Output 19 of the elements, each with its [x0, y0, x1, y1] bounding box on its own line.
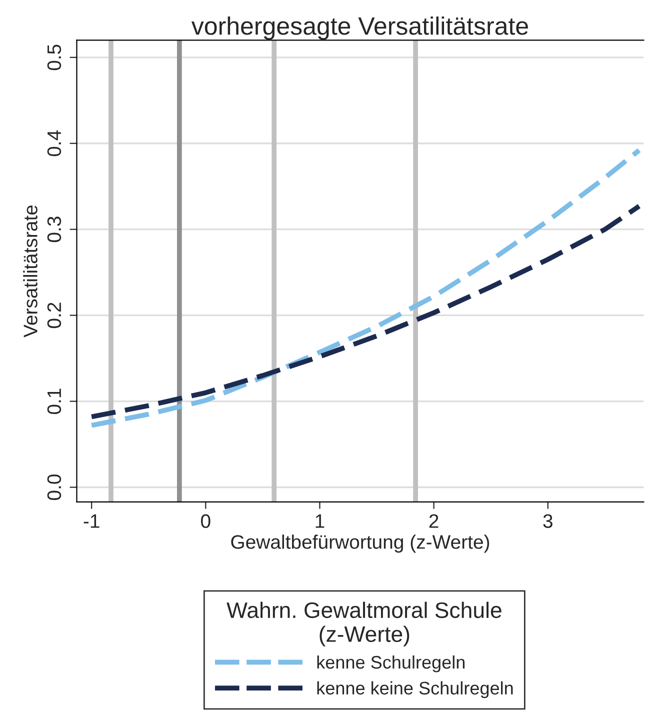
legend-label: kenne Schulregeln	[317, 655, 465, 672]
legend-label: kenne keine Schulregeln	[317, 681, 513, 698]
x-axis-title: Gewaltbefürwortung (z-Werte)	[231, 534, 490, 553]
y-tick-label: 0.0	[47, 474, 62, 500]
x-tick-label: -1	[84, 514, 100, 528]
y-tick-label: 0.2	[47, 302, 62, 328]
y-tick-label: 0.1	[47, 388, 62, 414]
y-tick-label: 0.4	[47, 130, 62, 156]
x-tick-label: 2	[429, 514, 438, 528]
legend-title: Wahrn. Gewaltmoral Schule (z-Werte)	[226, 602, 502, 646]
y-tick-label: 0.5	[47, 44, 62, 70]
chart-title: vorhergesagte Versatilitätsrate	[191, 16, 528, 40]
x-tick-label: 3	[543, 514, 552, 528]
x-tick-label: 0	[201, 514, 210, 528]
x-tick-label: 1	[316, 514, 324, 528]
line-series	[89, 204, 642, 420]
line-series	[89, 148, 642, 428]
y-axis-title: Versatilitätsrate	[23, 205, 38, 338]
y-tick-label: 0.3	[47, 216, 62, 242]
